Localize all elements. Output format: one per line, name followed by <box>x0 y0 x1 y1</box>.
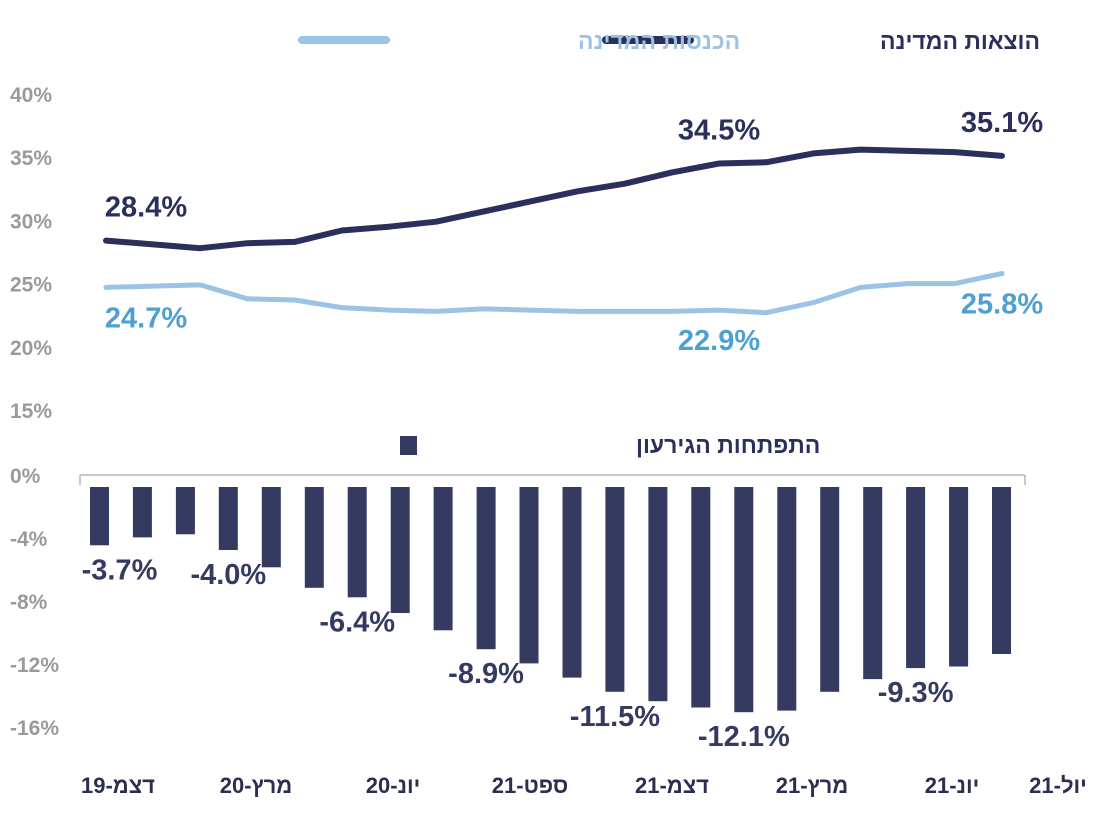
deficit-bar <box>605 487 625 692</box>
deficit-bar <box>433 487 453 631</box>
deficit-bar <box>648 487 668 702</box>
line-y-tick: 30% <box>10 210 52 233</box>
deficit-bar <box>476 487 496 650</box>
legend-bars: התפתחות הגירעון <box>400 432 820 458</box>
deficit-bar <box>261 487 281 568</box>
deficit-bar <box>949 487 969 667</box>
deficit-bar <box>175 487 195 535</box>
axes: 40% 35% 30% 25% 20% 15% 0% -4% -8% -12% -16% <box>10 84 1026 740</box>
bar-y-tick: -8% <box>10 591 48 614</box>
expenditure-data-label: 28.4% <box>105 192 187 224</box>
x-axis-label: יונ-21 <box>925 773 980 798</box>
line-y-tick: 15% <box>10 400 52 423</box>
line-y-tick: 35% <box>10 147 52 170</box>
bar-y-tick: -16% <box>10 717 59 740</box>
deficit-bar <box>519 487 539 664</box>
legend-top: הוצאות המדינה הכנסות המדינה <box>298 28 1040 54</box>
expenditure-data-label: 35.1% <box>961 107 1043 139</box>
legend-deficit-label: התפתחות הגירעון <box>636 432 820 458</box>
bar-y-tick: 0% <box>10 465 41 488</box>
x-axis-label: יונ-20 <box>366 773 421 798</box>
deficit-data-label: -8.9% <box>448 658 524 690</box>
revenue-data-label: 25.8% <box>961 288 1043 320</box>
deficit-bar <box>691 487 711 708</box>
deficit-bar <box>734 487 754 713</box>
x-axis-label: דצמ-21 <box>635 773 709 798</box>
bar-series <box>90 487 1011 713</box>
deficit-data-label: -12.1% <box>698 721 790 753</box>
revenue-line <box>103 271 1005 316</box>
deficit-data-label: -6.4% <box>319 606 395 638</box>
x-axis-label: דצמ-19 <box>81 773 155 798</box>
expenditure-data-label: 34.5% <box>678 115 760 147</box>
deficit-bar <box>390 487 410 613</box>
deficit-bar <box>90 487 109 546</box>
deficit-data-label: -3.7% <box>82 554 158 586</box>
data-labels: 28.4% 34.5% 35.1% 24.7% 22.9% 25.8% -3.7% -4.0%… <box>82 107 1044 753</box>
deficit-bar <box>218 487 238 550</box>
expenditure-line <box>103 146 1005 252</box>
line-y-tick: 25% <box>10 274 52 297</box>
deficit-bar <box>347 487 367 598</box>
line-y-tick: 40% <box>10 84 52 107</box>
deficit-bar <box>992 487 1011 654</box>
deficit-bar <box>132 487 152 538</box>
deficit-bar <box>863 487 883 680</box>
x-axis-label: מרץ-21 <box>776 773 849 798</box>
revenue-data-label: 22.9% <box>678 325 760 357</box>
deficit-data-label: -11.5% <box>570 701 660 733</box>
deficit-bar <box>304 487 324 588</box>
deficit-data-label: -4.0% <box>190 559 266 591</box>
line-y-tick: 20% <box>10 337 52 360</box>
deficit-bar <box>777 487 797 711</box>
bar-y-tick: -12% <box>10 654 59 677</box>
legend-expenditure-label: הוצאות המדינה <box>880 28 1040 54</box>
deficit-bar <box>820 487 840 692</box>
x-axis-label: ספט-21 <box>492 773 568 798</box>
deficit-bar <box>562 487 582 678</box>
revenue-data-label: 24.7% <box>105 302 187 334</box>
line-series <box>103 146 1005 316</box>
deficit-bar <box>906 487 926 669</box>
deficit-data-label: -9.3% <box>878 677 954 709</box>
x-axis-label: יול-21 <box>1029 773 1087 798</box>
legend-deficit-swatch <box>400 436 417 455</box>
bar-y-tick: -4% <box>10 528 48 551</box>
legend-revenue-label: הכנסות המדינה <box>578 28 740 54</box>
x-axis-label: מרץ-20 <box>220 773 293 798</box>
x-axis: דצמ-19 מרץ-20 יונ-20 ספט-21 דצמ-21 מרץ-21 יונ-… <box>81 773 1087 798</box>
